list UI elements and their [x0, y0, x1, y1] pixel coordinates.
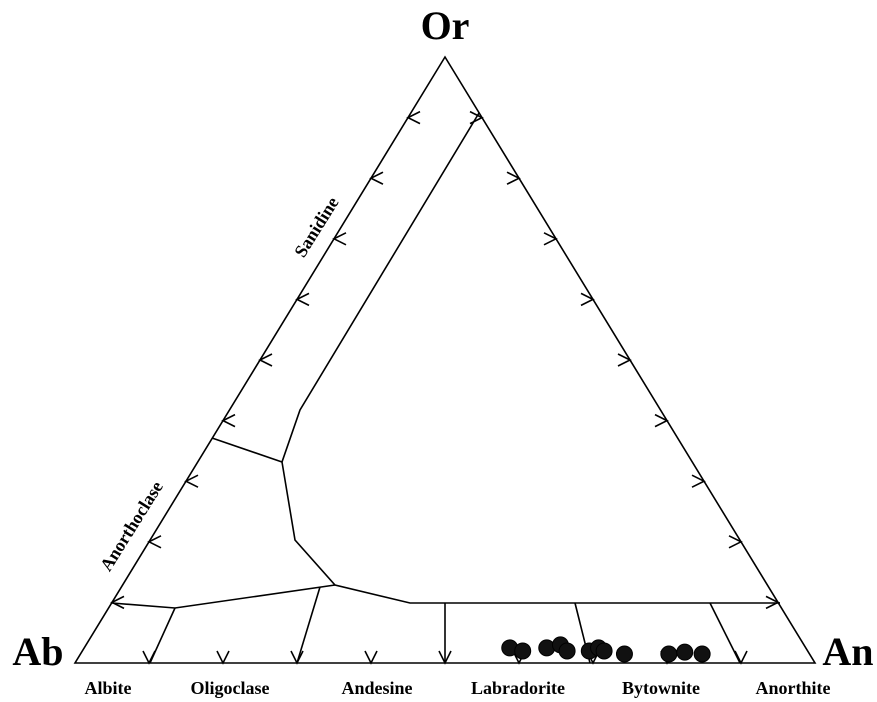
tick [617, 353, 632, 367]
tick [258, 353, 273, 367]
tick [406, 110, 421, 125]
data-point [676, 643, 694, 661]
side-label: Anorthoclase [96, 477, 167, 574]
tick [221, 413, 236, 428]
data-point [558, 642, 576, 660]
tick [290, 650, 304, 665]
data-point [595, 642, 613, 660]
tick [142, 650, 156, 665]
tick [728, 535, 743, 549]
tick [110, 595, 125, 610]
tick [654, 413, 669, 428]
tick [364, 650, 378, 665]
data-point [514, 642, 532, 660]
tick [147, 535, 162, 549]
region-label: Bytownite [622, 678, 700, 698]
tick [506, 171, 521, 185]
tick [184, 474, 199, 488]
apex-label: An [822, 629, 873, 674]
triangle [73, 55, 817, 664]
region-label: Andesine [341, 678, 412, 698]
region-label: Anorthite [756, 678, 831, 698]
data-point [693, 645, 711, 663]
tick [438, 650, 452, 665]
region-label: Albite [85, 678, 132, 698]
tick [691, 474, 706, 488]
tick [543, 232, 558, 246]
data-point [615, 645, 633, 663]
tick [734, 650, 748, 665]
tick [469, 110, 484, 125]
region-label: Labradorite [471, 678, 565, 698]
tick [332, 232, 347, 246]
apex-label: Ab [12, 629, 63, 674]
data-point [660, 645, 678, 663]
region-label: Oligoclase [191, 678, 270, 698]
side-label: Sanidine [290, 193, 342, 260]
tick [765, 595, 780, 610]
tick [580, 292, 595, 307]
tick [216, 650, 230, 665]
tick [295, 292, 310, 307]
field-boundaries [111, 112, 780, 664]
tick [369, 171, 384, 185]
apex-label: Or [421, 3, 470, 48]
